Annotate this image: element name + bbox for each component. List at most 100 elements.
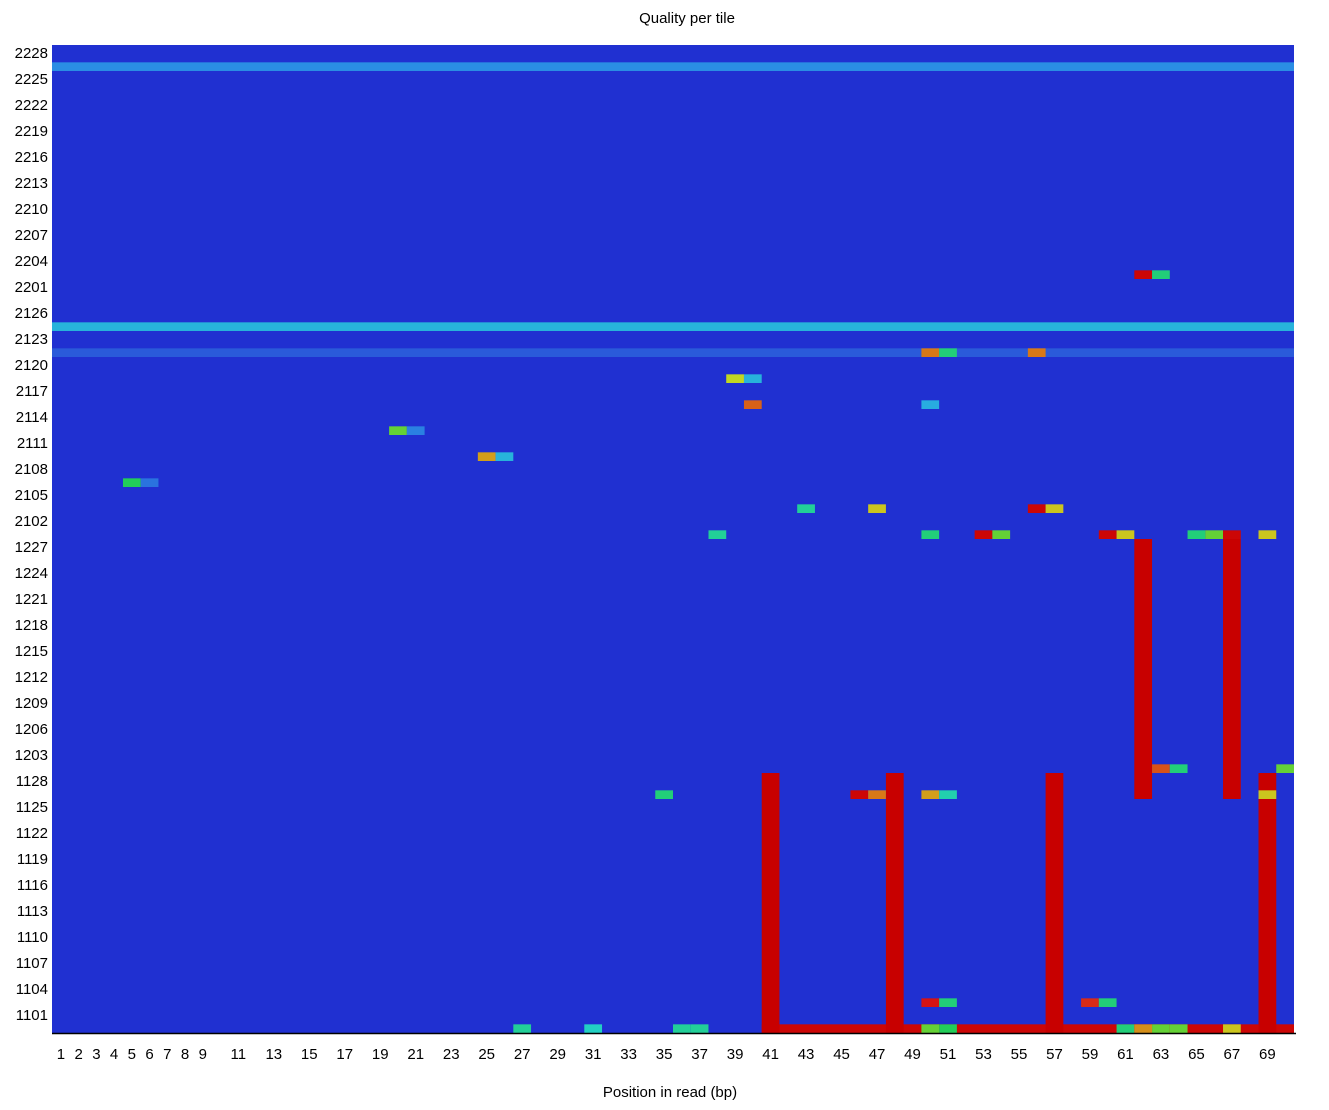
x-tick-label: 7 [163, 1046, 171, 1063]
x-tick-label: 61 [1117, 1046, 1134, 1063]
y-tick-label: 1101 [16, 1007, 48, 1024]
heatmap-column-band [1258, 773, 1277, 1033]
x-tick-label: 17 [336, 1046, 353, 1063]
x-tick-label: 43 [798, 1046, 815, 1063]
heatmap-cell [797, 504, 815, 513]
y-tick-label: 2102 [15, 513, 48, 530]
heatmap-background [52, 45, 1294, 1033]
y-tick-label: 2219 [15, 123, 48, 140]
heatmap-row-band [52, 348, 1294, 357]
y-tick-label: 2201 [15, 279, 48, 296]
heatmap-column-band [1045, 773, 1064, 1033]
x-tick-label: 13 [265, 1046, 282, 1063]
heatmap-cell [1116, 530, 1135, 539]
y-tick-label: 2117 [16, 383, 48, 400]
x-tick-label: 41 [762, 1046, 779, 1063]
heatmap-cell [140, 478, 159, 487]
y-tick-label: 2120 [15, 357, 48, 374]
heatmap-cell [1045, 504, 1064, 513]
heatmap-cell [708, 530, 727, 539]
heatmap-cell [1223, 1024, 1241, 1033]
heatmap-cell [1152, 1024, 1170, 1033]
x-tick-label: 53 [975, 1046, 992, 1063]
heatmap-cell [921, 348, 940, 357]
x-tick-label: 1 [57, 1046, 65, 1063]
heatmap-cell [939, 790, 957, 799]
heatmap-cell [868, 504, 886, 513]
y-tick-label: 2111 [17, 435, 48, 452]
heatmap-cell [1116, 1024, 1135, 1033]
x-tick-label: 4 [110, 1046, 118, 1063]
y-tick-label: 1203 [15, 747, 48, 764]
x-tick-label: 45 [833, 1046, 850, 1063]
heatmap-cell [850, 790, 869, 799]
heatmap-cell [1223, 530, 1241, 539]
heatmap-cell [1098, 998, 1117, 1007]
heatmap-row-band [52, 62, 1294, 71]
heatmap-cell [477, 452, 496, 461]
x-tick-label: 51 [940, 1046, 957, 1063]
x-axis-label: Position in read (bp) [603, 1084, 737, 1101]
x-tick-label: 25 [478, 1046, 495, 1063]
heatmap-cell [921, 998, 940, 1007]
x-tick-label: 2 [74, 1046, 82, 1063]
x-tick-label: 67 [1224, 1046, 1241, 1063]
x-tick-label: 19 [372, 1046, 389, 1063]
x-tick-label: 29 [549, 1046, 566, 1063]
heatmap-cell [921, 790, 940, 799]
y-tick-label: 2225 [15, 71, 48, 88]
heatmap-cell [1081, 998, 1099, 1007]
y-tick-label: 2228 [15, 45, 48, 62]
heatmap-column-band [761, 773, 780, 1033]
x-tick-label: 15 [301, 1046, 318, 1063]
heatmap-cell [122, 478, 141, 487]
y-tick-label: 1206 [15, 721, 48, 738]
x-tick-label: 59 [1082, 1046, 1099, 1063]
heatmap-cell [1134, 1024, 1153, 1033]
heatmap-cell [1027, 504, 1046, 513]
x-tick-label: 27 [514, 1046, 531, 1063]
x-tick-label: 6 [145, 1046, 153, 1063]
heatmap-cell [992, 530, 1011, 539]
heatmap-cell [1187, 530, 1206, 539]
heatmap-cell [495, 452, 514, 461]
heatmap-cell [1152, 270, 1170, 279]
heatmap-cell [1169, 764, 1188, 773]
heatmap-cell [939, 348, 957, 357]
x-tick-label: 63 [1153, 1046, 1170, 1063]
y-tick-label: 2123 [15, 331, 48, 348]
x-tick-label: 49 [904, 1046, 921, 1063]
y-tick-label: 1113 [17, 903, 48, 920]
heatmap-cell [1152, 764, 1170, 773]
heatmap-cell [1205, 530, 1224, 539]
y-tick-label: 1122 [16, 825, 48, 842]
x-tick-label: 31 [585, 1046, 602, 1063]
heatmap-column-band [1134, 539, 1153, 799]
heatmap-cell [1258, 790, 1277, 799]
heatmap-cell [921, 1024, 940, 1033]
x-tick-label: 65 [1188, 1046, 1205, 1063]
x-tick-label: 55 [1011, 1046, 1028, 1063]
y-tick-label: 2222 [15, 97, 48, 114]
heatmap-cell [921, 530, 940, 539]
heatmap-row-band [52, 322, 1294, 331]
heatmap-cell [406, 426, 425, 435]
heatmap-cell [743, 400, 762, 409]
heatmap-cell [673, 1024, 691, 1033]
y-tick-label: 1128 [16, 773, 48, 790]
x-tick-label: 3 [92, 1046, 100, 1063]
x-tick-label: 57 [1046, 1046, 1063, 1063]
y-axis-tick-labels: 2228 2225 2222 2219 2216 2213 2210 2207 2204 2201… [15, 45, 48, 1024]
x-tick-label: 35 [656, 1046, 673, 1063]
x-tick-label: 39 [727, 1046, 744, 1063]
x-tick-label: 23 [443, 1046, 460, 1063]
y-tick-label: 2216 [15, 149, 48, 166]
x-tick-label: 8 [181, 1046, 189, 1063]
y-tick-label: 2210 [15, 201, 48, 218]
heatmap-cell [939, 998, 957, 1007]
y-tick-label: 2207 [15, 227, 48, 244]
heatmap-cell [743, 374, 762, 383]
x-axis-tick-labels: 1 2 3 4 5 6 7 8 9 11 13 15 17 19 21 23 25 27 29 31 33 35 37 39 4… [57, 1046, 1276, 1063]
y-tick-label: 2105 [15, 487, 48, 504]
heatmap-cell [974, 530, 993, 539]
